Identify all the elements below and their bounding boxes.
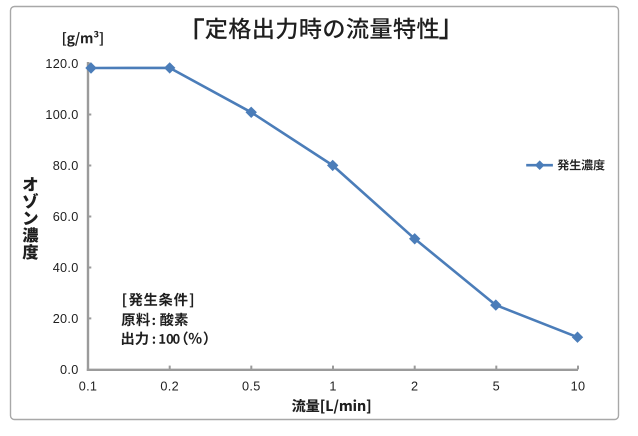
svg-text:80.0: 80.0 bbox=[53, 159, 79, 173]
svg-text:120.0: 120.0 bbox=[45, 57, 78, 71]
svg-text:0.2: 0.2 bbox=[160, 380, 179, 394]
svg-text:0.0: 0.0 bbox=[60, 363, 79, 377]
svg-text:60.0: 60.0 bbox=[53, 210, 79, 224]
svg-text:1: 1 bbox=[329, 380, 336, 394]
svg-text:2: 2 bbox=[411, 380, 418, 394]
svg-text:0.1: 0.1 bbox=[79, 380, 98, 394]
svg-text:40.0: 40.0 bbox=[53, 261, 79, 275]
svg-text:20.0: 20.0 bbox=[53, 312, 79, 326]
svg-text:5: 5 bbox=[493, 380, 500, 394]
svg-text:10: 10 bbox=[571, 380, 586, 394]
svg-text:100.0: 100.0 bbox=[45, 108, 78, 122]
svg-text:0.5: 0.5 bbox=[242, 380, 261, 394]
